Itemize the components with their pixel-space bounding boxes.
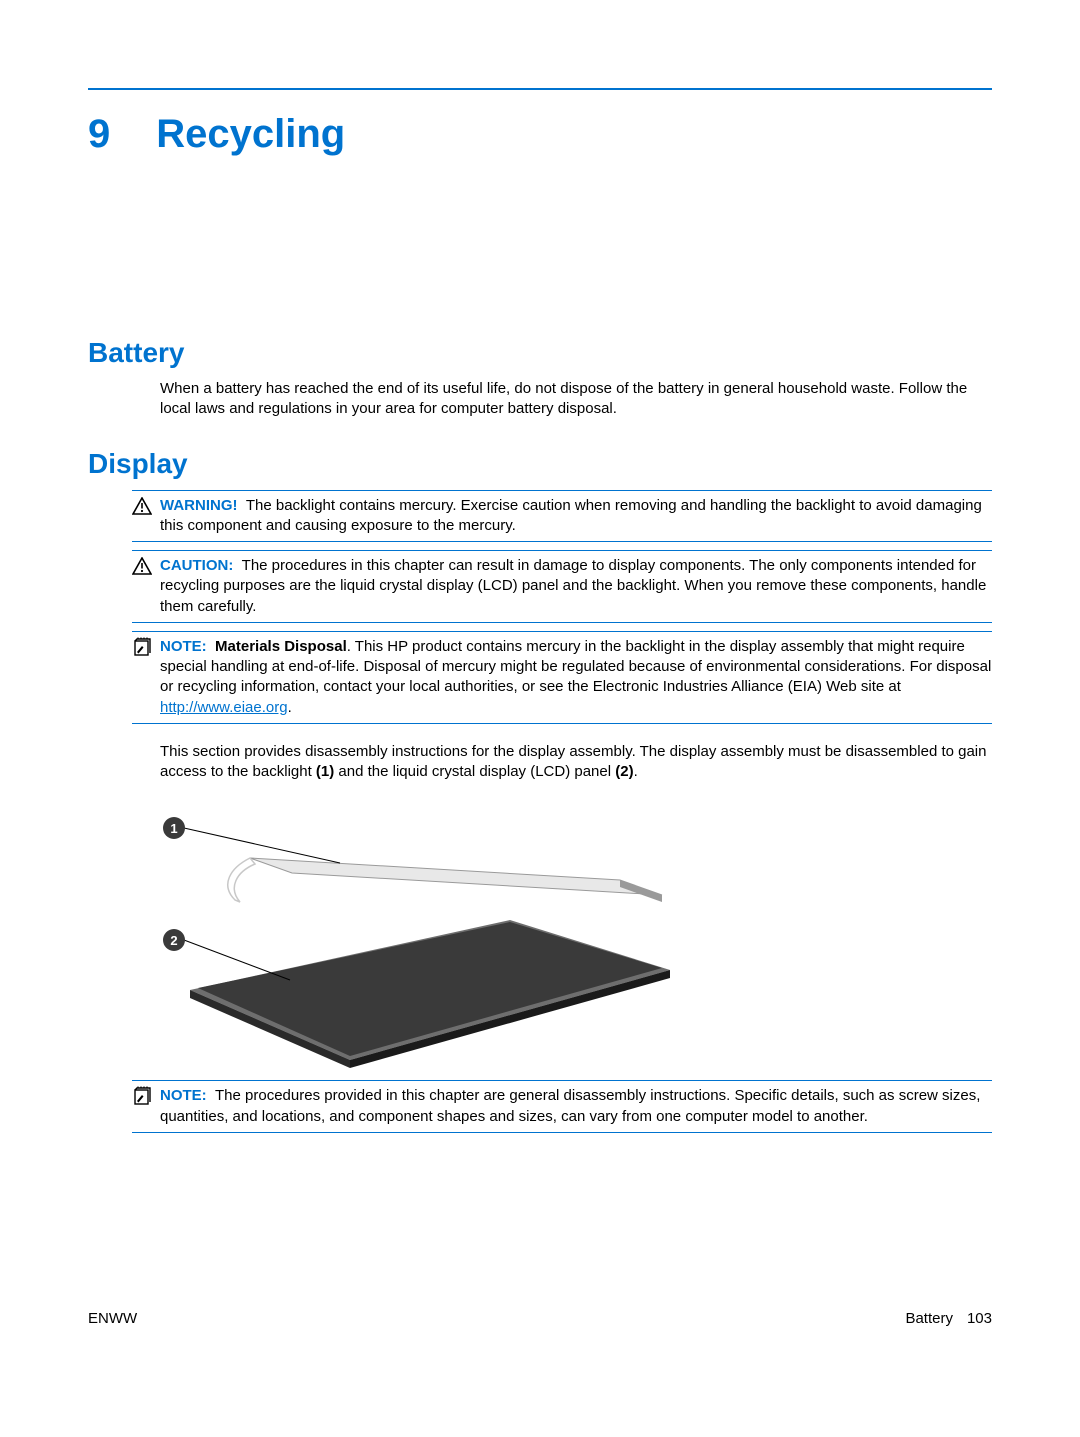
note2-text: NOTE: The procedures provided in this ch…: [160, 1086, 992, 1127]
warning-icon: [132, 497, 152, 515]
section-heading-battery: Battery: [88, 337, 992, 369]
top-rule: [88, 88, 992, 90]
footer-left: ENWW: [88, 1310, 137, 1327]
chapter-number: 9: [88, 112, 110, 157]
note2-label: NOTE:: [160, 1087, 207, 1104]
callout-2-label: 2: [170, 933, 177, 948]
display-diagram: 1 2: [160, 810, 680, 1070]
chapter-title: Recycling: [156, 112, 345, 157]
battery-body: When a battery has reached the end of it…: [160, 379, 992, 420]
caution-icon: [132, 557, 152, 575]
chapter-heading: 9 Recycling: [88, 112, 992, 157]
note2-body: The procedures provided in this chapter …: [160, 1087, 980, 1124]
intro-end: .: [634, 763, 638, 780]
callout-1: 1: [163, 817, 340, 863]
backlight-tube: [228, 858, 662, 902]
page-number: 103: [967, 1310, 992, 1327]
note2-callout: NOTE: The procedures provided in this ch…: [132, 1080, 992, 1133]
callout-1-label: 1: [170, 821, 177, 836]
note1-text: NOTE: Materials Disposal. This HP produc…: [160, 637, 992, 718]
note1-strong: Materials Disposal: [215, 638, 347, 655]
intro-bold-2: (2): [615, 763, 633, 780]
callout-2: 2: [163, 929, 290, 980]
note1-after-link: .: [288, 699, 292, 716]
note1-callout: NOTE: Materials Disposal. This HP produc…: [132, 631, 992, 724]
caution-text: CAUTION: The procedures in this chapter …: [160, 556, 992, 617]
note-icon: [132, 638, 152, 656]
warning-text: WARNING! The backlight contains mercury.…: [160, 496, 992, 537]
intro-mid: and the liquid crystal display (LCD) pan…: [334, 763, 615, 780]
page-footer: ENWW Battery 103: [88, 1310, 992, 1327]
warning-body: The backlight contains mercury. Exercise…: [160, 497, 982, 534]
note1-label: NOTE:: [160, 638, 207, 655]
intro-bold-1: (1): [316, 763, 334, 780]
warning-callout: WARNING! The backlight contains mercury.…: [132, 490, 992, 543]
caution-label: CAUTION:: [160, 557, 233, 574]
display-intro: This section provides disassembly instru…: [160, 742, 992, 783]
lcd-panel: [190, 920, 670, 1068]
section-heading-display: Display: [88, 448, 992, 480]
caution-body: The procedures in this chapter can resul…: [160, 557, 986, 615]
eiae-link[interactable]: http://www.eiae.org: [160, 699, 288, 716]
note-icon: [132, 1087, 152, 1105]
footer-section: Battery: [905, 1310, 953, 1327]
warning-label: WARNING!: [160, 497, 238, 514]
caution-callout: CAUTION: The procedures in this chapter …: [132, 550, 992, 623]
